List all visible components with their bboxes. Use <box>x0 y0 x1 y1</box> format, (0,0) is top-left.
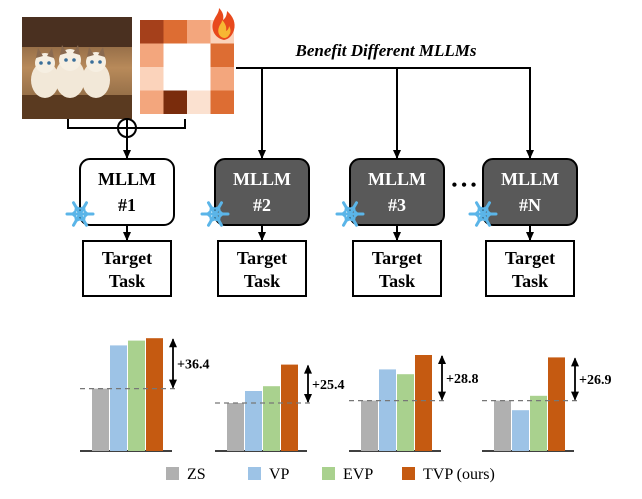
legend-label: EVP <box>343 466 373 483</box>
target-task-box-4: Target Task <box>485 240 575 297</box>
bar-tvp <box>548 357 565 451</box>
bar-chart-3: +28.8 <box>349 355 478 452</box>
legend-label: TVP (ours) <box>423 466 495 483</box>
prompt-cell <box>140 90 164 114</box>
bar-tvp <box>146 338 163 451</box>
fire-icon <box>212 8 235 40</box>
mllm-box-1: MLLM #1 <box>65 158 175 241</box>
mllm-index: #3 <box>388 195 406 215</box>
bar-chart-2: +25.4 <box>215 364 344 452</box>
task-line-2: Task <box>512 271 548 291</box>
mllm-name: MLLM <box>501 169 559 189</box>
bar-chart-4: +26.9 <box>482 357 611 452</box>
bar-zs <box>227 403 244 451</box>
target-task-box-2: Target Task <box>217 240 307 297</box>
mllm-box-3: MLLM #3 <box>335 158 445 241</box>
legend-label: ZS <box>187 466 206 483</box>
bar-zs <box>361 400 378 451</box>
legend-swatch <box>322 467 335 480</box>
prompt-cell <box>210 90 234 114</box>
bar-evp <box>263 386 280 451</box>
gain-label: +26.9 <box>579 373 611 388</box>
bar-evp <box>530 395 547 451</box>
prompt-cell <box>140 43 164 67</box>
gain-label: +36.4 <box>177 357 209 372</box>
bar-vp <box>245 391 262 451</box>
snowflake-icon <box>200 201 230 227</box>
bar-vp <box>512 410 529 451</box>
prompt-cell <box>163 90 187 114</box>
mllm-name: MLLM <box>368 169 426 189</box>
prompt-cell <box>163 20 187 44</box>
task-line-1: Target <box>102 248 152 268</box>
bar-vp <box>379 369 396 451</box>
snowflake-icon <box>468 201 498 227</box>
gain-label: +28.8 <box>446 372 478 387</box>
bar-tvp <box>281 364 298 451</box>
task-line-2: Task <box>109 271 145 291</box>
legend-swatch <box>166 467 179 480</box>
benefit-label: Benefit Different MLLMs <box>294 41 476 60</box>
mllm-name: MLLM <box>98 169 156 189</box>
prompt-cell <box>210 67 234 91</box>
mllm-index: #N <box>519 195 541 215</box>
visual-prompt-icon <box>140 20 234 114</box>
bar-vp <box>110 345 127 451</box>
target-task-box-3: Target Task <box>352 240 442 297</box>
prompt-cell <box>140 20 164 44</box>
prompt-cell <box>210 43 234 67</box>
legend-swatch <box>402 467 415 480</box>
legend-item-2: VP <box>248 466 290 483</box>
legend-swatch <box>248 467 261 480</box>
ellipsis: • • • <box>452 177 477 194</box>
mllm-box-4: MLLM #N <box>468 158 578 241</box>
mllm-name: MLLM <box>233 169 291 189</box>
task-line-1: Target <box>237 248 287 268</box>
legend-item-3: EVP <box>322 466 373 483</box>
task-line-1: Target <box>505 248 555 268</box>
mllm-index: #2 <box>253 195 271 215</box>
bar-evp <box>128 340 145 451</box>
prompt-cell <box>187 20 211 44</box>
bar-zs <box>494 400 511 451</box>
gain-label: +25.4 <box>312 378 344 393</box>
task-line-2: Task <box>244 271 280 291</box>
mllm-index: #1 <box>118 195 136 215</box>
legend-item-4: TVP (ours) <box>402 466 495 483</box>
target-task-box-1: Target Task <box>82 240 172 297</box>
snowflake-icon <box>65 201 95 227</box>
plus-circle-icon <box>117 118 137 138</box>
bar-tvp <box>415 355 432 451</box>
legend-label: VP <box>269 466 290 483</box>
mllm-box-2: MLLM #2 <box>200 158 310 241</box>
prompt-cell <box>140 67 164 91</box>
cat-photo-icon <box>22 17 132 119</box>
task-line-2: Task <box>379 271 415 291</box>
bar-zs <box>92 388 109 451</box>
bar-chart-1: +36.4 <box>80 338 209 452</box>
legend-item-1: ZS <box>166 466 206 483</box>
task-line-1: Target <box>372 248 422 268</box>
prompt-cell <box>187 90 211 114</box>
snowflake-icon <box>335 201 365 227</box>
bar-evp <box>397 374 414 451</box>
